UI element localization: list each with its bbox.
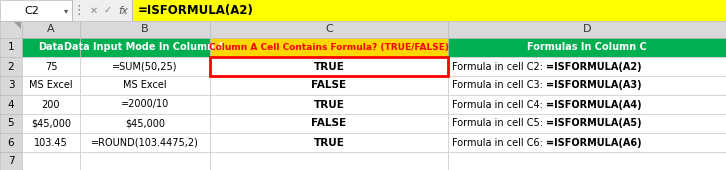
Text: Data: Data: [38, 42, 64, 53]
Text: Formula in cell C6:: Formula in cell C6:: [452, 138, 546, 148]
Text: TRUE: TRUE: [314, 62, 344, 72]
Bar: [448, 57, 726, 76]
Text: C2: C2: [25, 5, 39, 15]
Bar: [210, 95, 448, 114]
Bar: [132, 0, 133, 21]
Text: =ISFORMULA(A2): =ISFORMULA(A2): [546, 62, 642, 72]
Text: Formula in cell C3:: Formula in cell C3:: [452, 81, 546, 90]
Text: 1: 1: [8, 42, 15, 53]
Text: 103.45: 103.45: [34, 138, 68, 148]
Bar: [80, 133, 210, 152]
Text: 75: 75: [45, 62, 57, 72]
Text: =2000/10: =2000/10: [121, 99, 169, 109]
Text: C: C: [325, 24, 333, 35]
Text: ⋮: ⋮: [73, 4, 85, 17]
Bar: [0, 21, 22, 38]
Text: =ROUND(103.4475,2): =ROUND(103.4475,2): [91, 138, 199, 148]
Bar: [80, 21, 210, 38]
Text: B: B: [141, 24, 149, 35]
Bar: [22, 76, 80, 95]
Bar: [0, 95, 22, 114]
Text: =ISFORMULA(A2): =ISFORMULA(A2): [138, 4, 254, 17]
Bar: [448, 114, 726, 133]
Bar: [22, 95, 80, 114]
Text: Data Input Mode In Column A: Data Input Mode In Column A: [65, 42, 226, 53]
Bar: [22, 133, 80, 152]
Bar: [210, 57, 448, 76]
Bar: [22, 21, 80, 38]
Bar: [210, 114, 448, 133]
Text: ✕: ✕: [90, 5, 98, 15]
Text: Formulas In Column C: Formulas In Column C: [527, 42, 647, 53]
Bar: [0, 38, 22, 57]
Bar: [448, 76, 726, 95]
Bar: [210, 57, 448, 76]
Bar: [0, 133, 22, 152]
Text: Formula in cell C2:: Formula in cell C2:: [452, 62, 546, 72]
Bar: [72, 0, 73, 21]
Bar: [22, 152, 80, 170]
Bar: [133, 0, 726, 21]
Text: 2: 2: [8, 62, 15, 72]
Bar: [210, 133, 448, 152]
Text: Formula in cell C5:: Formula in cell C5:: [452, 118, 546, 129]
Bar: [0, 76, 22, 95]
Bar: [22, 38, 80, 57]
Text: MS Excel: MS Excel: [29, 81, 73, 90]
Bar: [210, 152, 448, 170]
Bar: [80, 95, 210, 114]
Bar: [210, 76, 448, 95]
Text: Column A Cell Contains Formula? (TRUE/FALSE): Column A Cell Contains Formula? (TRUE/FA…: [209, 43, 449, 52]
Bar: [22, 114, 80, 133]
Bar: [22, 57, 80, 76]
Text: ✓: ✓: [104, 5, 112, 15]
Bar: [0, 0, 72, 21]
Text: A: A: [47, 24, 54, 35]
Text: =ISFORMULA(A3): =ISFORMULA(A3): [546, 81, 642, 90]
Text: $45,000: $45,000: [31, 118, 71, 129]
Bar: [448, 95, 726, 114]
Text: 200: 200: [42, 99, 60, 109]
Text: =ISFORMULA(A6): =ISFORMULA(A6): [546, 138, 642, 148]
Bar: [80, 152, 210, 170]
Text: TRUE: TRUE: [314, 99, 344, 109]
Text: =SUM(50,25): =SUM(50,25): [113, 62, 178, 72]
Text: 3: 3: [8, 81, 15, 90]
Bar: [448, 152, 726, 170]
Text: ▾: ▾: [64, 6, 68, 15]
Bar: [210, 38, 448, 57]
Bar: [448, 21, 726, 38]
Text: TRUE: TRUE: [314, 138, 344, 148]
Bar: [210, 21, 448, 38]
Bar: [0, 152, 22, 170]
Text: 4: 4: [8, 99, 15, 109]
Bar: [448, 38, 726, 57]
Polygon shape: [14, 22, 21, 29]
Text: D: D: [583, 24, 591, 35]
Bar: [0, 114, 22, 133]
Text: 5: 5: [8, 118, 15, 129]
Text: =ISFORMULA(A5): =ISFORMULA(A5): [546, 118, 642, 129]
Bar: [0, 57, 22, 76]
Text: Formula in cell C4:: Formula in cell C4:: [452, 99, 546, 109]
Text: 7: 7: [8, 157, 15, 166]
Text: =ISFORMULA(A4): =ISFORMULA(A4): [546, 99, 642, 109]
Text: 6: 6: [8, 138, 15, 148]
Text: FALSE: FALSE: [311, 118, 346, 129]
Bar: [80, 38, 210, 57]
Text: $45,000: $45,000: [125, 118, 165, 129]
Text: MS Excel: MS Excel: [123, 81, 167, 90]
Bar: [80, 57, 210, 76]
Text: FALSE: FALSE: [311, 81, 346, 90]
Bar: [448, 133, 726, 152]
Text: fx: fx: [118, 5, 128, 15]
Bar: [0, 0, 726, 21]
Bar: [80, 76, 210, 95]
Bar: [80, 114, 210, 133]
